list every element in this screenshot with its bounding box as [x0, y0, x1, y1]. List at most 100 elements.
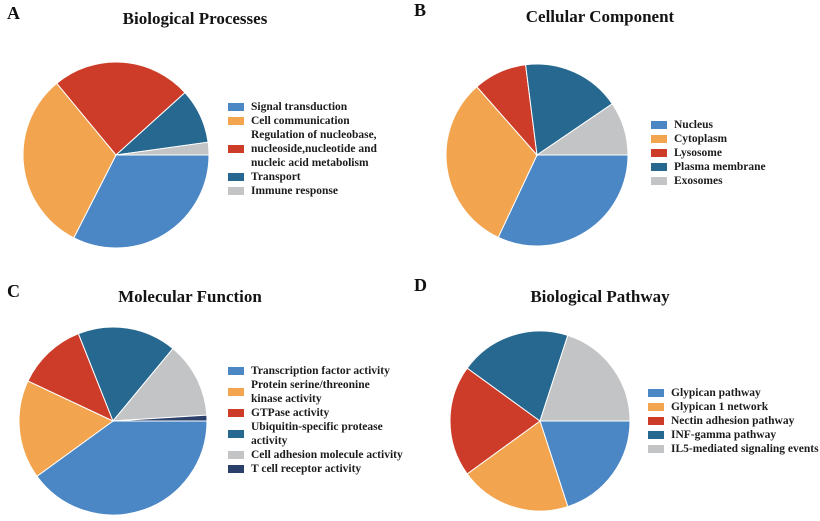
- legend-swatch-icon: [228, 430, 244, 438]
- legend-item-protein-serine-threonine-kinase-activity: Protein serine/threonine kinase activity: [228, 378, 420, 406]
- legend-item-immune-response: Immune response: [228, 184, 410, 198]
- legend-swatch-icon: [648, 445, 664, 453]
- panel-letter-a: A: [7, 3, 20, 23]
- pie-slice-transcription-factor-activity: [36, 420, 208, 516]
- legend-item-cell-adhesion-molecule-activity: Cell adhesion molecule activity: [228, 448, 420, 462]
- pie-chart-biological-pathway: [449, 330, 631, 512]
- legend-swatch-icon: [228, 173, 244, 181]
- panel-letter-d: D: [414, 275, 427, 295]
- legend-label: Ubiquitin-specific protease activity: [251, 421, 383, 447]
- legend-label: Plasma membrane: [674, 161, 766, 173]
- panel-biological-pathway: D Biological Pathway Glypican pathway Gly…: [410, 258, 820, 518]
- legend-swatch-icon: [651, 177, 667, 185]
- pie-slice-ubiquitin-specific-protease-activity: [77, 326, 174, 422]
- legend-item-cell-communication: Cell communication: [228, 114, 410, 128]
- pie-slice-inf-gamma-pathway: [466, 330, 569, 422]
- legend-molecular-function: Transcription factor activity Protein ser…: [228, 364, 420, 476]
- pie-slice-exosomes: [535, 103, 629, 156]
- pie-slice-signal-transduction: [73, 154, 210, 249]
- legend-item-transport: Transport: [228, 170, 410, 184]
- legend-swatch-icon: [228, 451, 244, 459]
- legend-label: Cytoplasm: [674, 133, 728, 145]
- pie-slice-cell-communication: [22, 82, 117, 239]
- legend-item-plasma-membrane: Plasma membrane: [651, 160, 819, 174]
- legend-label: Transport: [251, 171, 301, 183]
- legend-label: Immune response: [251, 185, 339, 197]
- legend-swatch-icon: [228, 103, 244, 111]
- legend-item-nectin-adhesion-pathway: Nectin adhesion pathway: [648, 414, 820, 428]
- legend-label: Cell communication: [251, 115, 350, 127]
- legend-swatch-icon: [651, 163, 667, 171]
- pie-chart-cellular-component: [445, 63, 629, 247]
- legend-label: Glypican pathway: [671, 387, 761, 399]
- pie-slice-nectin-adhesion-pathway: [449, 367, 541, 475]
- legend-swatch-icon: [651, 149, 667, 157]
- legend-biological-pathway: Glypican pathway Glypican 1 network Nectin…: [648, 386, 820, 456]
- pie-slice-regulation-of-nucleobase-nucleoside-nucleotide-and-nucleic-acid-metabolism: [56, 61, 186, 156]
- panel-cellular-component: B Cellular Component Nucleus Cytoplasm Lys…: [410, 0, 820, 258]
- legend-label: INF-gamma pathway: [671, 429, 777, 441]
- legend-label: Regulation of nucleobase, nucleoside,nucl…: [251, 129, 377, 169]
- legend-item-glypican-1-network: Glypican 1 network: [648, 400, 820, 414]
- legend-item-signal-transduction: Signal transduction: [228, 100, 410, 114]
- legend-swatch-icon: [648, 389, 664, 397]
- legend-label: Signal transduction: [251, 101, 348, 113]
- pie-chart-molecular-function: [18, 326, 208, 516]
- legend-item-nucleus: Nucleus: [651, 118, 819, 132]
- legend-item-cytoplasm: Cytoplasm: [651, 132, 819, 146]
- legend-label: GTPase activity: [251, 407, 330, 419]
- legend-item-glypican-pathway: Glypican pathway: [648, 386, 820, 400]
- pie-slice-cytoplasm: [445, 86, 538, 239]
- legend-swatch-icon: [648, 417, 664, 425]
- legend-cellular-component: Nucleus Cytoplasm Lysosome Plasma membrane E…: [651, 118, 819, 188]
- legend-biological-processes: Signal transduction Cell communication Reg…: [228, 100, 410, 198]
- legend-swatch-icon: [648, 431, 664, 439]
- pie-slice-immune-response: [115, 141, 210, 156]
- pie-slice-glypican-1-network: [466, 420, 569, 512]
- legend-item-inf-gamma-pathway: INF-gamma pathway: [648, 428, 820, 442]
- pie-slice-plasma-membrane: [525, 63, 613, 156]
- chart-title-biological-processes: Biological Processes: [122, 9, 268, 28]
- panel-letter-b: B: [414, 0, 427, 20]
- chart-title-cellular-component: Cellular Component: [525, 7, 675, 26]
- legend-swatch-icon: [228, 367, 244, 375]
- pie-slice-t-cell-receptor-activity: [112, 414, 208, 422]
- legend-swatch-icon: [648, 403, 664, 411]
- chart-title-molecular-function: Molecular Function: [118, 287, 262, 306]
- legend-item-il5-mediated-signaling-events: IL5-mediated signaling events: [648, 442, 820, 456]
- pie-slice-cell-adhesion-molecule-activity: [111, 347, 208, 422]
- legend-item-transcription-factor-activity: Transcription factor activity: [228, 364, 420, 378]
- legend-swatch-icon: [228, 187, 244, 195]
- legend-label: Nucleus: [674, 119, 713, 131]
- pie-slice-il5-mediated-signaling-events: [539, 334, 631, 422]
- panel-letter-c: C: [7, 281, 20, 301]
- legend-label: Glypican 1 network: [671, 401, 769, 413]
- legend-label: Transcription factor activity: [251, 365, 390, 377]
- legend-item-exosomes: Exosomes: [651, 174, 819, 188]
- legend-label: T cell receptor activity: [251, 463, 362, 475]
- legend-swatch-icon: [228, 117, 244, 125]
- legend-swatch-icon: [228, 409, 244, 417]
- legend-item-lysosome: Lysosome: [651, 146, 819, 160]
- legend-label: Cell adhesion molecule activity: [251, 449, 403, 461]
- legend-item-regulation-of-nucleobase-nucleoside-nucleotide-and-nucleic-acid-metabolism: Regulation of nucleobase, nucleoside,nucl…: [228, 128, 410, 170]
- pie-slice-gtpase-activity: [27, 332, 114, 422]
- legend-swatch-icon: [228, 145, 244, 153]
- pie-slice-protein-serine-threonine-kinase-activity: [18, 380, 114, 477]
- pie-slice-glypican-pathway: [539, 420, 631, 508]
- pie-chart-biological-processes: [22, 61, 210, 249]
- panel-molecular-function: C Molecular Function Transcription facto…: [0, 258, 410, 518]
- chart-title-biological-pathway: Biological Pathway: [530, 287, 670, 306]
- legend-label: Lysosome: [674, 147, 722, 159]
- pie-slice-nucleus: [497, 154, 629, 247]
- legend-label: Exosomes: [674, 175, 723, 187]
- legend-swatch-icon: [651, 121, 667, 129]
- legend-swatch-icon: [651, 135, 667, 143]
- legend-item-gtpase-activity: GTPase activity: [228, 406, 420, 420]
- legend-item-t-cell-receptor-activity: T cell receptor activity: [228, 462, 420, 476]
- legend-label: Nectin adhesion pathway: [671, 415, 795, 427]
- legend-label: IL5-mediated signaling events: [671, 443, 819, 455]
- legend-swatch-icon: [228, 388, 244, 396]
- panel-biological-processes: A Biological Processes Signal transducti…: [0, 0, 410, 258]
